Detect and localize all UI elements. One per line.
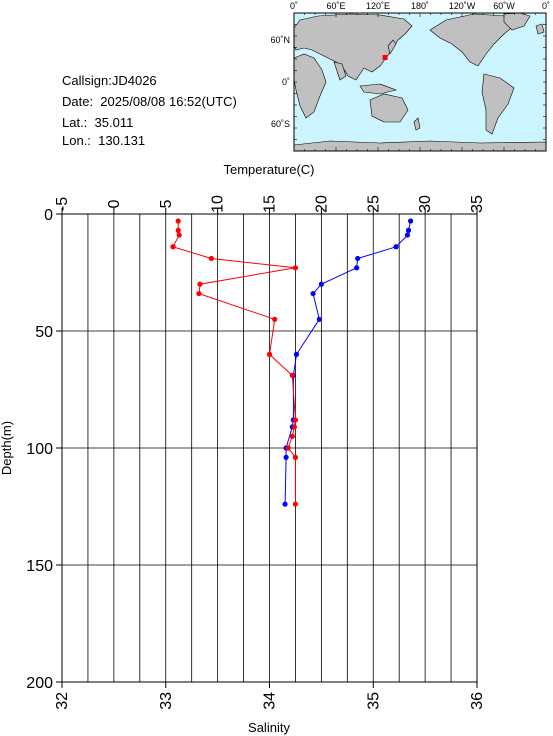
salinity-point	[292, 501, 299, 507]
temperature-tick-label: 10	[210, 195, 227, 213]
temperature-tick-label: 0	[106, 199, 123, 208]
map-latitude-labels: 60˚N 0˚ 60˚S	[270, 35, 290, 129]
temperature-tick-label: 15	[262, 195, 279, 213]
salinity-tick-labels: 32 33 34 35 36	[54, 692, 486, 710]
map-land-new-zealand	[413, 117, 421, 131]
temperature-point	[404, 232, 411, 238]
longitude-label: Lon.: 130.131	[62, 133, 146, 148]
temperature-point	[393, 244, 399, 250]
temperature-point	[283, 454, 289, 460]
temperature-point	[405, 227, 412, 233]
latitude-label: Lat.: 35.011	[62, 115, 134, 130]
salinity-point	[175, 227, 181, 233]
salinity-point	[285, 445, 291, 451]
depth-tick-label: 100	[26, 441, 53, 458]
depth-tick-label: 150	[26, 558, 53, 575]
station-marker	[382, 54, 388, 60]
callsign-label: Callsign:JD4026	[62, 73, 157, 88]
temperature-point	[355, 255, 361, 262]
map-land-north-america	[429, 13, 517, 67]
map-lon-label: 120˚E	[366, 1, 390, 11]
depth-tick-label: 50	[35, 324, 53, 341]
map-land-japan	[387, 39, 397, 55]
temperature-tick-label: 25	[365, 195, 382, 213]
salinity-point	[266, 351, 273, 357]
map-lat-label: 60˚N	[270, 35, 290, 45]
map-lat-label: 60˚S	[271, 119, 290, 129]
salinity-point	[291, 424, 297, 430]
map-ticks	[293, 12, 547, 152]
salinity-tick-label: 32	[54, 692, 71, 710]
map-lon-label: 60˚E	[326, 1, 345, 11]
axis-ticks	[56, 208, 478, 688]
map-lon-label: 60˚W	[493, 1, 515, 11]
depth-tick-label: 200	[26, 675, 53, 692]
temperature-axis-title: Temperature(C)	[223, 162, 314, 177]
salinity-tick-label: 33	[158, 692, 175, 710]
temperature-point	[318, 281, 324, 287]
salinity-point	[292, 454, 299, 460]
salinity-tick-label: 36	[469, 692, 486, 710]
map-lon-label: 0˚	[542, 1, 550, 11]
map-land-uk	[535, 23, 545, 35]
salinity-point	[292, 417, 299, 423]
temperature-point	[282, 501, 288, 507]
map-lon-label: 180˚	[411, 1, 429, 11]
map-land-africa	[293, 53, 327, 119]
temperature-point	[408, 218, 414, 224]
temperature-tick-label: 5	[158, 199, 175, 208]
salinity-point	[208, 255, 214, 262]
depth-tick-label: 0	[44, 207, 53, 224]
salinity-point	[197, 281, 203, 287]
map-land-india	[333, 61, 347, 81]
temperature-point	[310, 290, 316, 297]
salinity-tick-label: 35	[365, 692, 382, 710]
temperature-tick-label: -5	[54, 197, 71, 211]
grid-horizontal	[62, 330, 477, 566]
salinity-point	[175, 218, 181, 224]
map-lon-label: 0˚	[290, 1, 298, 11]
depth-axis-title: Depth(m)	[0, 421, 14, 475]
map-longitude-labels: 0˚ 60˚E 120˚E 180˚ 120˚W 60˚W 0˚	[290, 1, 550, 11]
salinity-axis-title: Salinity	[248, 720, 290, 735]
salinity-point	[196, 290, 202, 297]
salinity-point	[170, 244, 176, 250]
series-layer	[170, 218, 414, 507]
temperature-point	[354, 265, 360, 271]
map-land-indonesia	[359, 83, 398, 95]
map-land-south-america	[481, 73, 515, 135]
map-landmasses	[293, 12, 547, 152]
temperature-tick-label: 20	[313, 195, 330, 213]
temperature-tick-label: 35	[469, 195, 486, 213]
temperature-line	[284, 220, 412, 505]
temperature-point	[293, 351, 300, 357]
temperature-point	[316, 316, 322, 322]
map-land-australia	[369, 93, 409, 123]
salinity-point	[292, 265, 299, 271]
salinity-point	[289, 372, 295, 379]
location-map: 0˚ 60˚E 120˚E 180˚ 120˚W 60˚W 0˚ 60˚N 0˚ 60˚S	[270, 1, 550, 152]
temperature-tick-label: 30	[417, 195, 434, 213]
salinity-point	[289, 433, 295, 439]
salinity-point	[272, 316, 278, 322]
map-lat-label: 0˚	[282, 77, 290, 87]
depth-tick-labels: 0 50 100 150 200	[26, 207, 53, 692]
date-label: Date: 2025/08/08 16:52(UTC)	[62, 94, 237, 109]
temperature-tick-labels: -5 0 5 10 15 20 25 30 35	[54, 195, 486, 213]
map-land-eurasia	[293, 13, 413, 81]
map-lon-label: 120˚W	[449, 1, 476, 11]
salinity-tick-label: 34	[262, 692, 279, 710]
salinity-point	[176, 232, 182, 238]
